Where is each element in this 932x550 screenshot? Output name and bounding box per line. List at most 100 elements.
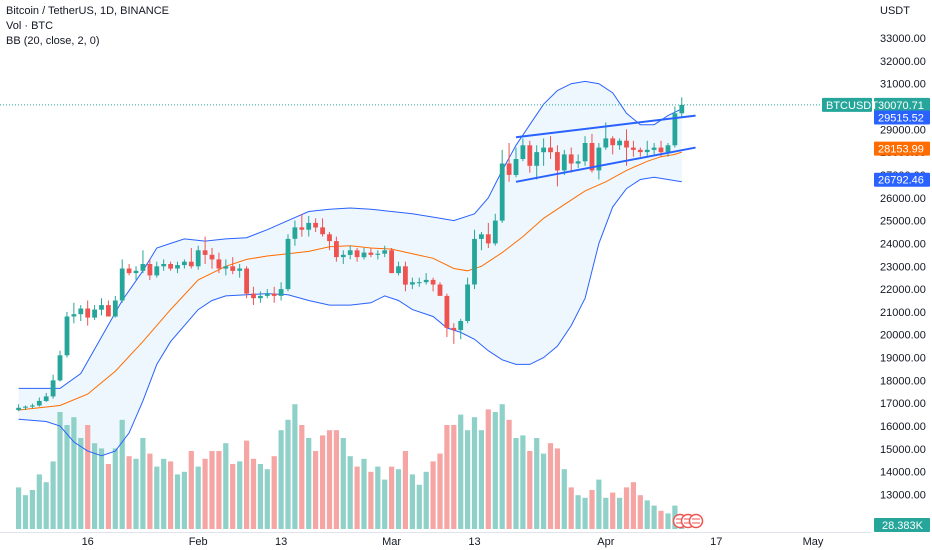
candle: [299, 213, 305, 237]
volume-bar: [513, 438, 519, 529]
y-tick-label: 32000.00: [880, 56, 926, 68]
candle-body: [416, 282, 422, 284]
candle-body: [672, 113, 678, 146]
volume-bar: [98, 448, 105, 529]
y-tick-label: 17000.00: [880, 398, 926, 410]
volume-bar: [85, 425, 91, 529]
candle: [389, 247, 394, 274]
candle-body: [644, 149, 650, 153]
volume-bar: [112, 448, 118, 529]
candle: [85, 300, 91, 326]
candle-body: [50, 380, 56, 397]
candle: [106, 300, 111, 317]
candle-body: [112, 300, 118, 317]
volume-bar: [237, 461, 243, 529]
volume-bar: [292, 404, 298, 529]
candle: [582, 136, 588, 166]
candle: [16, 404, 21, 412]
candle: [506, 142, 512, 182]
candle-body: [389, 250, 394, 274]
candle-body: [57, 355, 63, 381]
candle-body: [506, 163, 512, 175]
volume-bar: [630, 482, 636, 529]
candle: [133, 266, 139, 280]
candle-body: [285, 238, 291, 290]
volume-bar: [16, 487, 22, 529]
volume-bar: [589, 490, 595, 529]
volume-bar: [320, 435, 326, 529]
volume-bar: [216, 451, 222, 529]
volume-bar: [368, 471, 374, 529]
volume-bar: [596, 479, 602, 529]
volume-bar: [126, 456, 132, 529]
y-tick-label: 21000.00: [880, 307, 926, 319]
candle: [175, 261, 180, 274]
candle: [472, 229, 477, 290]
candle: [161, 259, 167, 271]
candle: [361, 247, 367, 260]
volume-bar: [29, 490, 35, 529]
candle: [451, 323, 457, 344]
volume-bar: [230, 464, 236, 529]
candles: [16, 97, 685, 412]
volume-bar: [57, 412, 63, 529]
volume-bar: [389, 466, 395, 529]
candle: [320, 218, 325, 237]
candle-body: [264, 293, 270, 296]
volume-bar: [520, 435, 526, 529]
candle: [292, 220, 298, 246]
candle-body: [140, 264, 146, 271]
candle-body: [361, 252, 367, 258]
candle-body: [16, 407, 21, 411]
candle-body: [575, 161, 581, 164]
symbol-title[interactable]: Bitcoin / TetherUS, 1D, BINANCE: [6, 5, 170, 17]
volume-bar: [575, 495, 581, 529]
plot-area: [0, 80, 871, 529]
volume-bars: [16, 404, 685, 529]
candle-body: [548, 147, 553, 153]
candle-body: [485, 234, 491, 244]
price-tag-value: 26792.46: [878, 175, 924, 187]
volume-bar: [354, 466, 360, 529]
y-tick-label: 31000.00: [880, 79, 926, 91]
bollinger-indicator-label[interactable]: BB (20, close, 2, 0): [6, 35, 100, 47]
candle-body: [610, 138, 616, 146]
candle: [278, 282, 284, 301]
candle: [126, 263, 132, 276]
candle: [382, 245, 388, 258]
candle: [561, 149, 567, 175]
volume-bar: [499, 404, 505, 529]
candle: [313, 218, 318, 233]
candle-body: [209, 254, 215, 260]
candle-body: [23, 406, 28, 408]
candle-body: [631, 147, 636, 150]
x-tick-label: 17: [710, 536, 722, 548]
y-tick-label: 15000.00: [880, 444, 926, 456]
candle-body: [71, 314, 77, 317]
volume-bar: [278, 430, 284, 529]
x-tick-label: 13: [275, 536, 287, 548]
candle-body: [437, 284, 443, 296]
y-tick-label: 18000.00: [880, 375, 926, 387]
volume-bar: [161, 458, 167, 529]
candle: [651, 142, 657, 155]
candle: [30, 403, 35, 409]
candle: [410, 277, 415, 290]
candle: [437, 282, 443, 296]
candle-body: [472, 238, 477, 285]
volume-bar: [154, 466, 160, 529]
candle: [644, 140, 650, 157]
candle-body: [347, 250, 353, 255]
candle: [209, 247, 215, 269]
candle: [182, 259, 187, 269]
event-marker-icon: [688, 513, 704, 529]
price-tag-box: [874, 97, 930, 112]
candle: [57, 350, 63, 382]
axis-currency: USDT: [880, 5, 910, 17]
candle-body: [520, 145, 526, 159]
candle: [271, 286, 277, 303]
volume-bar: [658, 510, 664, 529]
y-tick-label: 16000.00: [880, 421, 926, 433]
volume-indicator-label[interactable]: Vol · BTC: [6, 20, 54, 32]
